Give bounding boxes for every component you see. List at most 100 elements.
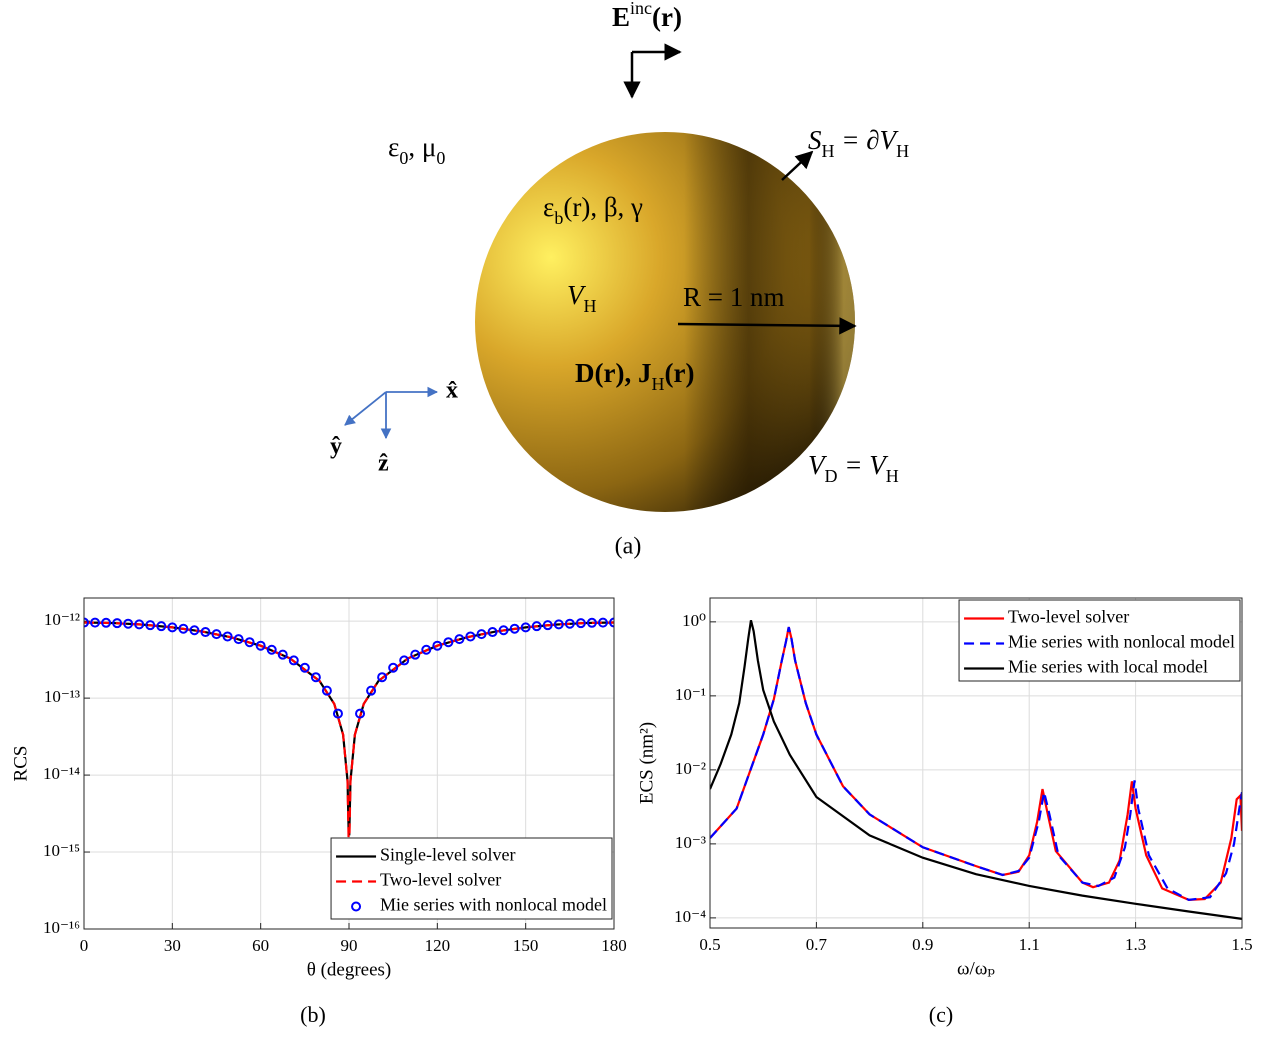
legend: Two-level solver Mie series with nonlocal… (958, 599, 1241, 682)
axis-x-label: x̂ (446, 378, 458, 404)
y-axis-label: RCS (10, 746, 31, 782)
label-part: V (808, 450, 828, 480)
marker (222, 631, 233, 642)
marker (211, 629, 222, 640)
series-line (710, 626, 1242, 902)
y-axis-label: ECS (nm²) (636, 722, 657, 804)
fields-label: D(r), JH(r) (575, 358, 694, 394)
label-part: , μ (408, 132, 436, 162)
marker (520, 622, 531, 633)
x-tick-label: 90 (341, 936, 358, 955)
series-group (710, 620, 1242, 920)
x-axis-label: ω/ωₚ (957, 958, 995, 979)
axis-z-label: ẑ (378, 451, 389, 477)
label-part: S (808, 125, 822, 155)
x-tick-label: 1.1 (1019, 935, 1040, 954)
label-part: (r), β, γ (563, 192, 643, 222)
label-part: H (896, 141, 909, 161)
marker (410, 649, 421, 660)
marker (366, 685, 377, 696)
label-part: H (584, 296, 597, 316)
marker (454, 634, 465, 645)
legend-box (958, 599, 1241, 682)
y-tick-label: 10⁻¹⁴ (43, 764, 80, 783)
marker (101, 617, 112, 628)
marker (90, 617, 101, 628)
marker (167, 622, 178, 633)
label-part: D(r), J (575, 358, 651, 388)
caption: (c) (929, 1002, 953, 1027)
label-part: ε (388, 132, 399, 162)
normal-arrow (781, 150, 814, 181)
axes-frame (83, 597, 615, 930)
legend-box (330, 837, 613, 920)
label-part: V (567, 280, 587, 310)
y-tick-label: 10⁻² (675, 759, 706, 778)
marker (233, 634, 244, 645)
incident-field-label: Einc(r) (612, 0, 682, 32)
x-axis-label: θ (degrees) (307, 959, 392, 980)
marker (575, 618, 586, 629)
marker (156, 621, 167, 632)
x-tick-label: 0.7 (806, 935, 828, 954)
y-tick-label: 10⁻¹ (675, 685, 706, 704)
x-tick-label: 1.5 (1231, 935, 1252, 954)
y-tick-label: 10⁻¹⁵ (43, 841, 80, 860)
axis-arrow (344, 391, 387, 426)
marker (542, 620, 553, 631)
legend-label: Single-level solver (380, 845, 515, 865)
marker (112, 618, 123, 629)
surface-label: SH = ∂VH (808, 125, 909, 161)
marker (189, 625, 200, 636)
marker (277, 649, 288, 660)
label-part: b (554, 208, 563, 228)
label-part: = V (838, 450, 890, 480)
legend-label: Mie series with nonlocal model (1008, 632, 1235, 652)
marker (564, 618, 575, 629)
x-tick-label: 0.5 (699, 935, 720, 954)
y-tick-label: 10⁻¹³ (44, 687, 80, 706)
legend: Single-level solver Two-level solver Mie s… (330, 837, 613, 920)
label-part: inc (630, 0, 652, 18)
legend-swatch (351, 901, 362, 912)
marker (609, 617, 614, 628)
caption: (b) (300, 1002, 326, 1027)
marker (321, 685, 332, 696)
marker (84, 617, 89, 628)
label-part: = ∂V (835, 125, 900, 155)
marker (388, 662, 399, 673)
marker (465, 631, 476, 642)
axes-frame (709, 597, 1243, 929)
marker (498, 625, 509, 636)
legend-label: Two-level solver (1008, 607, 1129, 627)
chart: 0.5 0.7 0.9 1.1 1.3 1.5 10⁻⁴ 10⁻³ 10⁻² 10⁻¹ 10⁰ ω/ω… (636, 597, 1253, 1027)
marker (432, 640, 443, 651)
label-part: ε (543, 192, 554, 222)
marker (377, 672, 388, 683)
marker (244, 637, 255, 648)
x-tick-label: 150 (513, 936, 539, 955)
marker (123, 618, 134, 629)
sphere-shading (475, 132, 855, 512)
material-label: εb(r), β, γ (543, 192, 643, 228)
x-tick-label: 120 (425, 936, 451, 955)
label-part: H (822, 141, 835, 161)
caption: (a) (615, 534, 642, 560)
marker (476, 629, 487, 640)
marker (134, 619, 145, 630)
marker (255, 640, 266, 651)
background-label: ε0, μ0 (388, 132, 445, 168)
label-part: 0 (399, 148, 408, 168)
label-part: 0 (436, 148, 445, 168)
marker (299, 662, 310, 673)
y-tick-label: 10⁻¹⁶ (43, 918, 80, 937)
marker (509, 623, 520, 634)
marker (597, 617, 608, 628)
y-tick-label: 10⁻¹² (44, 610, 80, 629)
x-tick-label: 0.9 (912, 935, 933, 954)
label-part: H (886, 466, 899, 486)
radius-arrow (677, 317, 857, 335)
marker (421, 644, 432, 655)
